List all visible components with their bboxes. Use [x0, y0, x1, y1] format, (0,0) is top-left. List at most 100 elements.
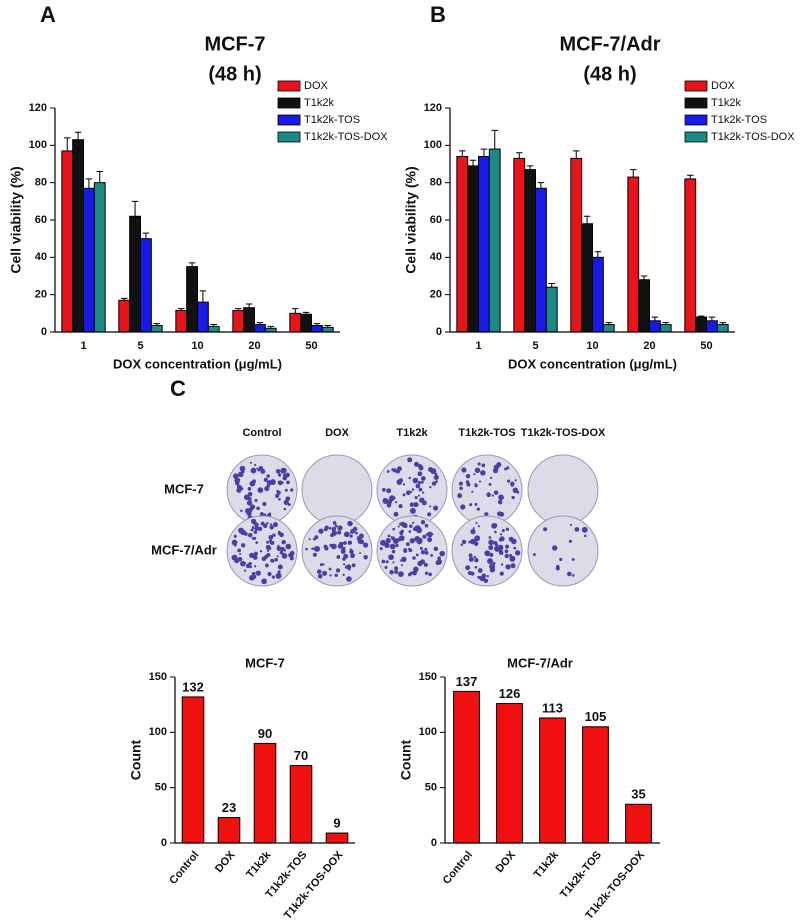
colony	[427, 531, 433, 538]
x-tick-label: T1k2k	[532, 848, 562, 880]
bar	[289, 312, 302, 333]
colony	[488, 539, 494, 546]
y-tick-label: 100	[419, 726, 437, 738]
colony	[555, 566, 560, 571]
colony	[281, 539, 286, 545]
bar	[716, 324, 729, 333]
x-tick-label: 50	[700, 340, 712, 352]
error-bar	[708, 316, 716, 321]
colony	[311, 547, 314, 550]
colony	[243, 569, 247, 572]
colony	[318, 528, 324, 534]
colony	[408, 547, 411, 551]
colony	[429, 485, 432, 489]
colony	[237, 471, 244, 478]
colony	[270, 540, 275, 545]
colony	[338, 541, 344, 547]
value-label: 126	[499, 686, 521, 701]
error-bar	[199, 290, 207, 303]
colony	[415, 483, 421, 489]
colony	[411, 488, 415, 491]
bar	[684, 178, 697, 333]
colony	[341, 547, 345, 551]
colony	[510, 563, 516, 569]
legend-label: T1k2k	[304, 97, 334, 109]
column-label: Control	[242, 427, 281, 439]
colony	[424, 571, 429, 575]
panel-label: A	[40, 2, 56, 27]
colony	[434, 472, 438, 476]
colony	[506, 479, 511, 483]
colony	[334, 573, 338, 577]
colony	[277, 570, 281, 574]
colony	[431, 481, 437, 486]
colony	[409, 507, 416, 514]
legend-swatch	[277, 80, 301, 92]
colony	[290, 488, 294, 492]
colony	[240, 560, 246, 567]
colony	[269, 525, 274, 530]
colony	[328, 526, 332, 530]
colony	[359, 552, 362, 555]
colony	[421, 500, 427, 506]
colony	[244, 532, 248, 536]
bar	[581, 223, 593, 333]
colony	[499, 571, 504, 576]
colony	[412, 477, 419, 484]
error-bar	[121, 297, 128, 301]
colony	[468, 540, 472, 544]
colony	[460, 504, 466, 510]
colony	[435, 480, 438, 483]
x-tick-label: Control	[167, 849, 201, 887]
colony	[486, 574, 489, 578]
bar	[524, 169, 536, 333]
colony	[358, 533, 364, 539]
plate	[301, 515, 373, 587]
colony	[388, 554, 394, 561]
colony	[439, 550, 446, 557]
colony	[260, 468, 266, 474]
colony	[491, 494, 494, 497]
legend-label: T1k2k	[711, 97, 741, 109]
colony	[413, 461, 419, 467]
colony	[430, 553, 434, 557]
y-tick-label: 60	[35, 214, 47, 226]
bar	[545, 286, 558, 333]
y-tick-label: 100	[424, 139, 442, 151]
colony	[493, 464, 500, 470]
colony	[342, 573, 345, 577]
colony	[415, 553, 419, 557]
colony	[510, 483, 514, 487]
chart-title: MCF-7	[245, 655, 285, 670]
colony	[394, 566, 399, 571]
colony	[398, 478, 404, 483]
colony	[559, 557, 563, 562]
colony	[233, 534, 237, 538]
colony	[379, 547, 383, 551]
colony	[328, 567, 332, 571]
legend-swatch	[277, 131, 301, 143]
colony	[394, 500, 398, 504]
colony	[385, 537, 391, 544]
colony	[477, 525, 480, 528]
colony	[253, 565, 257, 568]
colony	[461, 539, 467, 545]
colony	[489, 567, 495, 573]
error-bar	[594, 251, 602, 258]
colony	[249, 552, 255, 559]
legend-swatch	[684, 114, 708, 126]
bar	[602, 324, 615, 333]
colony	[267, 571, 272, 577]
colony	[487, 558, 493, 565]
colony	[255, 541, 259, 544]
x-tick-label: 5	[137, 340, 143, 352]
colony	[508, 536, 514, 542]
colony	[391, 468, 395, 472]
colony	[236, 487, 242, 493]
colony	[385, 560, 389, 564]
value-label: 70	[294, 748, 308, 763]
x-tick-label: T1k2k	[244, 848, 274, 880]
colony	[488, 545, 494, 551]
colony	[277, 530, 281, 534]
colony	[500, 552, 504, 556]
